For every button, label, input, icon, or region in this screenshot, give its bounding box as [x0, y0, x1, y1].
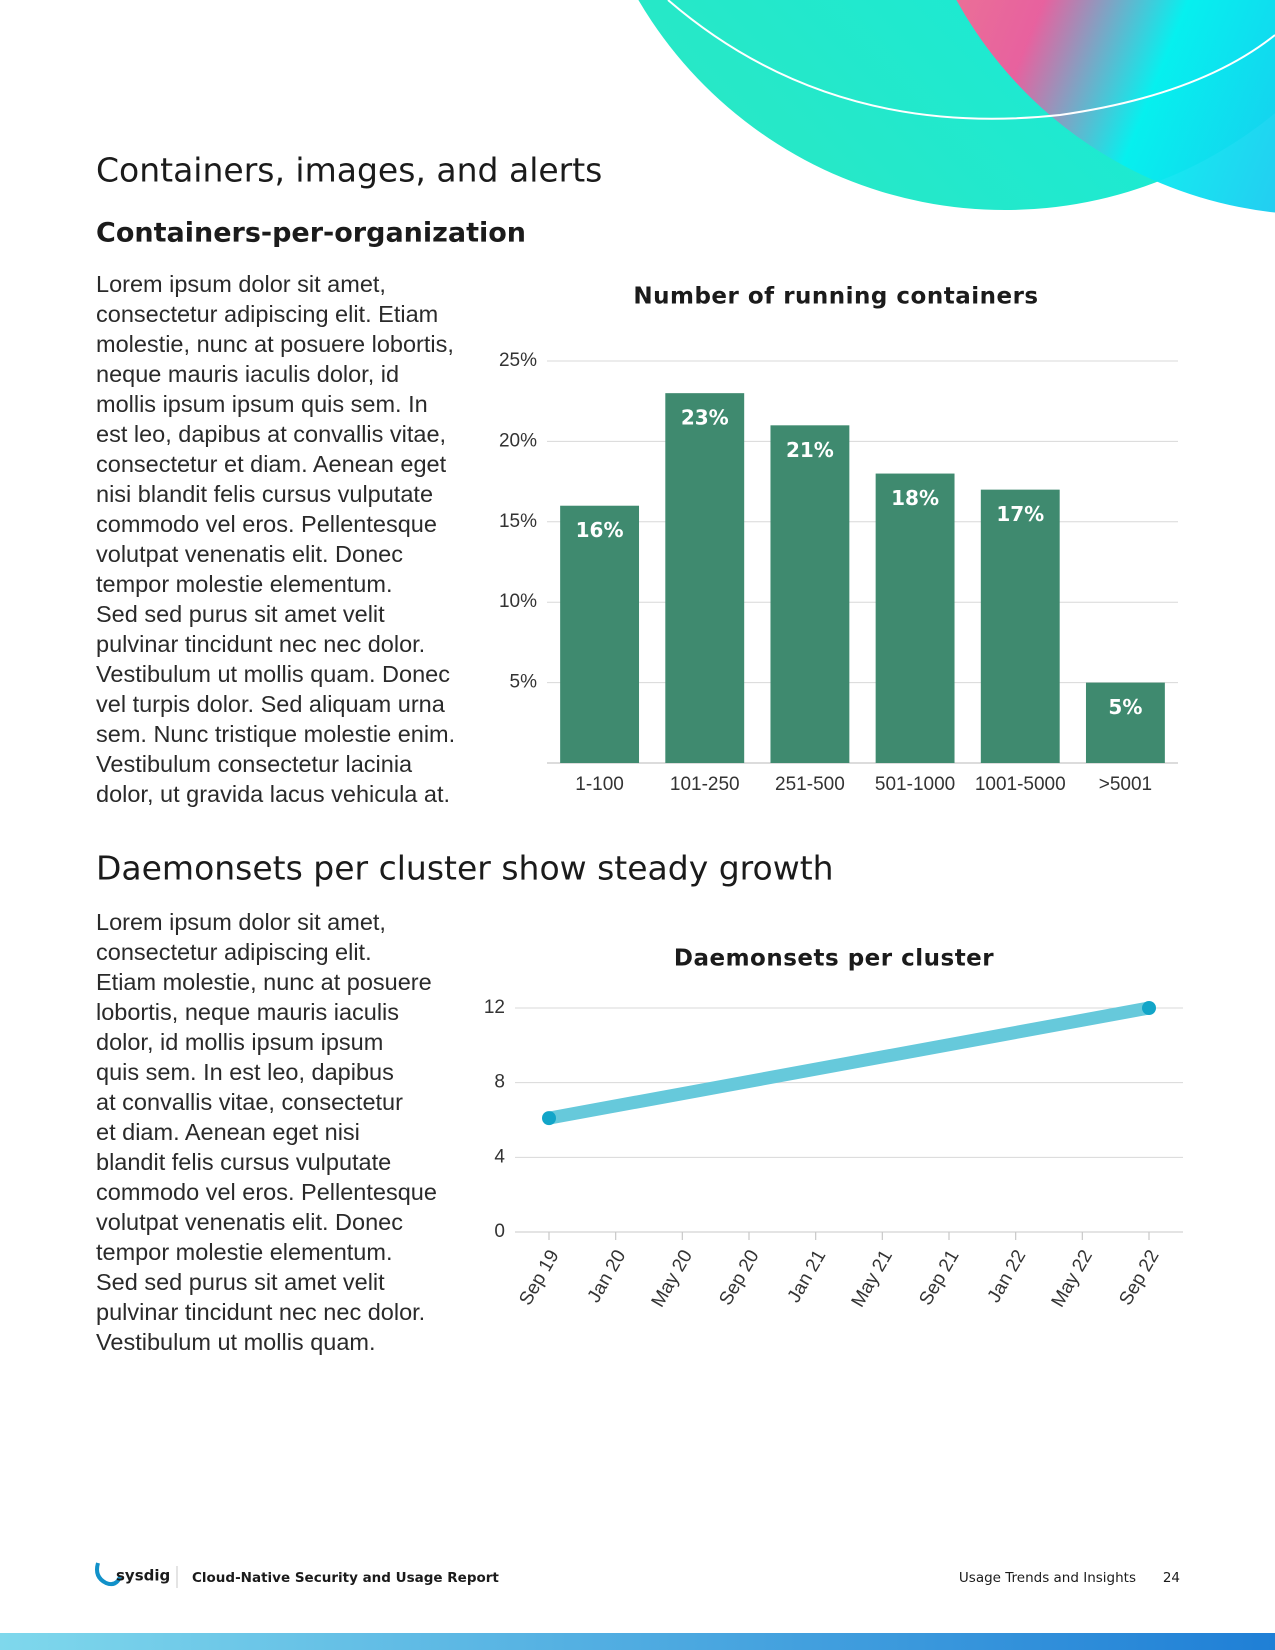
y-tick-label: 8 — [494, 1072, 505, 1093]
value-label: 5% — [1108, 695, 1142, 719]
logo-mark — [95, 1562, 122, 1587]
section-heading: Daemonsets per cluster show steady growt… — [96, 849, 834, 888]
paragraph-line: Sed sed purus sit amet velit — [96, 1269, 385, 1295]
x-tick-label: May 21 — [848, 1247, 897, 1311]
x-tick-label: Jan 21 — [784, 1247, 831, 1307]
report-name: Cloud-Native Security and Usage Report — [192, 1570, 499, 1586]
paragraph-line: volutpat venenatis elit. Donec — [96, 541, 403, 567]
section-name: Usage Trends and Insights — [959, 1570, 1136, 1586]
y-tick-label: 15% — [499, 511, 537, 532]
line — [542, 1001, 1156, 1125]
bar — [980, 489, 1060, 763]
y-tick-label: 20% — [499, 430, 537, 451]
bar — [1085, 682, 1165, 763]
paragraph-line: lobortis, neque mauris iaculis — [96, 999, 399, 1025]
arc — [667, 0, 1275, 120]
paragraph-line: pulvinar tincidunt nec nec dolor. — [96, 631, 425, 657]
paragraph-line: est leo, dapibus at convallis vitae, — [96, 421, 446, 447]
paragraph-line: Lorem ipsum dolor sit amet, — [96, 271, 386, 297]
subtitle: Containers-per-organization — [96, 218, 526, 249]
paragraph-line: Lorem ipsum dolor sit amet, — [96, 909, 386, 935]
paragraph-line: neque mauris iaculis dolor, id — [96, 361, 399, 387]
x-tick-label: 1-100 — [575, 774, 624, 795]
x-tick-label: May 20 — [648, 1247, 697, 1311]
y-tick-label: 12 — [484, 997, 505, 1018]
chart-title: Daemonsets per cluster — [674, 946, 994, 972]
y-tick-label: 0 — [494, 1221, 505, 1242]
bar — [875, 473, 955, 763]
x-tick-label: May 22 — [1048, 1247, 1097, 1311]
paragraph-line: volutpat venenatis elit. Donec — [96, 1209, 403, 1235]
page-number: 24 — [1163, 1570, 1180, 1586]
footer: sysdig Cloud-Native Security and Usage R… — [95, 1562, 1180, 1588]
y-tick-label: 4 — [494, 1146, 505, 1167]
value-label: 21% — [786, 438, 834, 462]
x-tick-label: 101-250 — [670, 774, 740, 795]
paragraph-line: blandit felis cursus vulputate — [96, 1149, 391, 1175]
bar — [560, 505, 640, 763]
value-label: 16% — [576, 518, 624, 542]
y-tick-label: 25% — [499, 350, 537, 371]
point — [542, 1111, 556, 1126]
paragraph-line: at convallis vitae, consectetur — [96, 1089, 403, 1115]
paragraph-line: dolor, id mollis ipsum ipsum — [96, 1029, 383, 1055]
paragraph-line: vel turpis dolor. Sed aliquam urna — [96, 691, 446, 717]
paragraph-line: Vestibulum consectetur lacinia — [96, 751, 413, 777]
paragraph-line: Vestibulum ut mollis quam. — [96, 1329, 376, 1355]
circle — [956, 0, 1275, 213]
paragraph-line: Sed sed purus sit amet velit — [96, 601, 385, 627]
paragraph-line: pulvinar tincidunt nec nec dolor. — [96, 1299, 425, 1325]
x-tick-label: 251-500 — [775, 774, 845, 795]
paragraph-line: consectetur adipiscing elit. — [96, 939, 372, 965]
header-decoration — [638, 0, 1275, 213]
bar — [665, 393, 745, 763]
paragraph-line: Etiam molestie, nunc at posuere — [96, 969, 432, 995]
paragraph-line: dolor, ut gravida lacus vehicula at. — [96, 781, 450, 807]
point — [1142, 1001, 1156, 1015]
paragraph-line: mollis ipsum ipsum quis sem. In — [96, 391, 428, 417]
x-tick-label: 501-1000 — [875, 774, 955, 795]
paragraph-line: molestie, nunc at posuere lobortis, — [96, 331, 454, 357]
x-tick-label: Jan 20 — [584, 1247, 631, 1307]
x-tick-label: Jan 22 — [984, 1247, 1031, 1307]
x-tick-label: 1001-5000 — [975, 774, 1066, 795]
x-tick-label: Sep 19 — [515, 1247, 563, 1310]
page-title: Containers, images, and alerts — [96, 151, 602, 190]
y-tick-label: 10% — [499, 591, 537, 612]
y-tick-label: 5% — [510, 672, 538, 693]
paragraph-line: nisi blandit felis cursus vulputate — [96, 481, 433, 507]
bar — [770, 425, 850, 763]
value-label: 18% — [891, 486, 939, 510]
paragraph-line: tempor molestie elementum. — [96, 1239, 392, 1265]
x-tick-label: Sep 20 — [715, 1247, 763, 1310]
paragraph-line: sem. Nunc tristique molestie enim. — [96, 721, 455, 747]
paragraph-line: tempor molestie elementum. — [96, 571, 392, 597]
paragraph-line: quis sem. In est leo, dapibus — [96, 1059, 394, 1085]
x-tick-label: Sep 21 — [915, 1247, 963, 1310]
paragraph-line: consectetur et diam. Aenean eget — [96, 451, 447, 477]
brand: sysdig — [116, 1567, 170, 1585]
x-tick-label: >5001 — [1099, 774, 1152, 795]
x-tick-label: Sep 22 — [1115, 1247, 1163, 1310]
paragraph-line: consectetur adipiscing elit. Etiam — [96, 301, 438, 327]
paragraph-line: et diam. Aenean eget nisi — [96, 1119, 360, 1145]
value-label: 23% — [681, 406, 729, 430]
value-label: 17% — [996, 502, 1044, 526]
paragraph-line: commodo vel eros. Pellentesque — [96, 511, 437, 537]
paragraph-line: commodo vel eros. Pellentesque — [96, 1179, 437, 1205]
paragraph-line: Vestibulum ut mollis quam. Donec — [96, 661, 450, 687]
chart-title: Number of running containers — [633, 284, 1038, 310]
bottom-band — [0, 1633, 1275, 1650]
